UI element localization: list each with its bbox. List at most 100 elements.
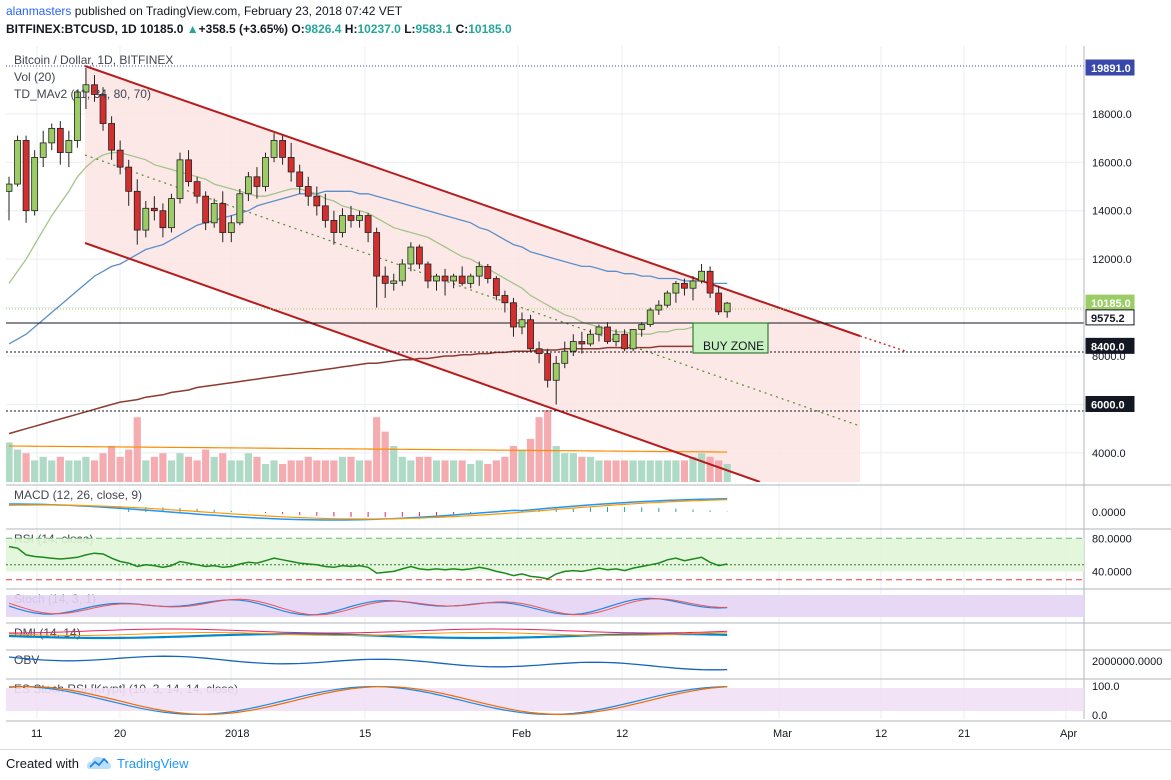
time-tick-label: 11: [31, 728, 42, 740]
volume-bar: [13, 449, 22, 482]
volume-bar: [621, 460, 629, 482]
candle-body: [82, 84, 90, 93]
volume-bar: [82, 456, 90, 482]
di-minus-line: [9, 628, 728, 634]
candle-body: [484, 266, 492, 279]
volume-bar: [398, 456, 406, 482]
time-axis[interactable]: 11 20 2018 15 Feb 12 Mar 12 21 Apr: [6, 720, 1171, 740]
candle-body: [236, 193, 244, 224]
volume-bar: [48, 460, 56, 482]
price-tick-label: 4000.0: [1092, 448, 1126, 460]
volume-bar: [176, 453, 184, 482]
es-stoch-tick-label: 100.0: [1092, 681, 1120, 693]
price-axis[interactable]: 4000.06000.08000.012000.014000.016000.01…: [1083, 46, 1132, 719]
volume-bar: [407, 460, 415, 482]
obv-tick-label: 2000000.0000: [1092, 656, 1162, 668]
candle-body: [715, 292, 723, 313]
high-label: H:: [344, 22, 358, 36]
candle-body: [330, 219, 338, 233]
volume-bar: [689, 456, 697, 482]
volume-bar: [501, 456, 509, 482]
tradingview-link[interactable]: TradingView: [117, 756, 189, 771]
buy-zone-box[interactable]: [692, 322, 769, 354]
candle-body: [458, 275, 466, 284]
volume-bar: [338, 456, 347, 482]
open-value: 9826.4: [304, 22, 342, 36]
volume-bar: [261, 464, 270, 482]
candle-body: [415, 246, 423, 265]
main-legend: Bitcoin / Dollar, 1D, BITFINEX Vol (20) …: [14, 53, 173, 101]
volume-bar: [715, 460, 723, 482]
volume-bar: [287, 460, 295, 482]
candle-body: [185, 159, 192, 183]
candle-body: [14, 140, 21, 185]
volume-bar: [236, 460, 244, 482]
time-tick-label: 2018: [225, 728, 249, 740]
chart-area[interactable]: BUY ZONE Bitcoin / Dollar, 1D, BITFINEX …: [0, 42, 1171, 749]
price-change: +358.5 (+3.65%): [198, 22, 289, 36]
publish-line: alanmasters published on TradingView.com…: [6, 4, 402, 18]
volume-bar: [347, 456, 355, 482]
candle-body: [227, 222, 235, 233]
last-price: 10185.0: [140, 22, 184, 36]
tradingview-cloud-icon[interactable]: [86, 753, 112, 773]
time-tick-label: Apr: [1060, 728, 1077, 740]
volume-bar: [646, 460, 654, 482]
candle-body: [313, 195, 321, 207]
candle-body: [347, 215, 355, 221]
time-tick-label: 12: [875, 728, 887, 740]
legend-title: Bitcoin / Dollar, 1D, BITFINEX: [14, 53, 173, 67]
legend-td-mav2: TD_MAv2 (11, 34, 80, 70): [14, 87, 151, 101]
volume-bar: [202, 449, 210, 482]
candles: [6, 68, 731, 405]
volume-bar: [535, 417, 543, 482]
candle-body: [510, 302, 517, 328]
candle-body: [364, 215, 372, 233]
volume-bar: [73, 460, 81, 482]
candle-body: [561, 350, 569, 364]
candle-body: [646, 309, 654, 325]
author-link[interactable]: alanmasters: [6, 4, 72, 18]
volume-bar: [116, 456, 124, 482]
macd-tick-label: 0.0000: [1092, 507, 1126, 519]
volume-bar: [544, 410, 552, 482]
candle-body: [56, 127, 64, 153]
price-tags: 19891.0 10185.0 9575.2 8400.0 6000.0: [1085, 59, 1135, 412]
time-tick-label: 20: [114, 728, 126, 740]
candle-body: [527, 319, 534, 350]
volume-bar: [99, 453, 107, 482]
volume-bar: [108, 446, 116, 482]
price-tag-box: [1085, 309, 1135, 326]
volume-bar: [227, 460, 235, 482]
volume-bar: [193, 460, 201, 482]
volume-bar: [56, 456, 64, 482]
volume-bar: [330, 460, 338, 482]
rsi-line: [8, 545, 728, 580]
candle-body: [159, 210, 167, 229]
symbol-label: BITFINEX:BTCUSD, 1D: [6, 22, 137, 36]
candle-body: [202, 195, 210, 224]
chart-header: alanmasters published on TradingView.com…: [0, 0, 1171, 42]
volume-bar: [586, 456, 594, 482]
volume-bar: [475, 460, 483, 482]
volume-bar: [279, 464, 287, 482]
candle-body: [150, 207, 158, 212]
price-tag-label: 9575.2: [1091, 313, 1125, 325]
candle-body: [698, 270, 705, 282]
candle-body: [638, 324, 646, 330]
candle-body: [424, 263, 432, 282]
volume-bar: [450, 460, 458, 482]
candle-body: [304, 186, 312, 197]
channel-upper-extension: [859, 335, 906, 352]
price-tick-label: 18000.0: [1092, 109, 1132, 121]
channel-lower-line: [84, 242, 761, 482]
volume-bar: [167, 460, 176, 482]
volume-bar: [655, 460, 663, 482]
created-with-label: Created with: [6, 756, 79, 771]
volume-bar: [22, 453, 30, 482]
channel-fill: [85, 66, 860, 482]
candle-body: [535, 348, 543, 355]
candle-body: [74, 91, 81, 141]
volume-bar: [518, 449, 526, 482]
volume-bar: [133, 417, 141, 482]
